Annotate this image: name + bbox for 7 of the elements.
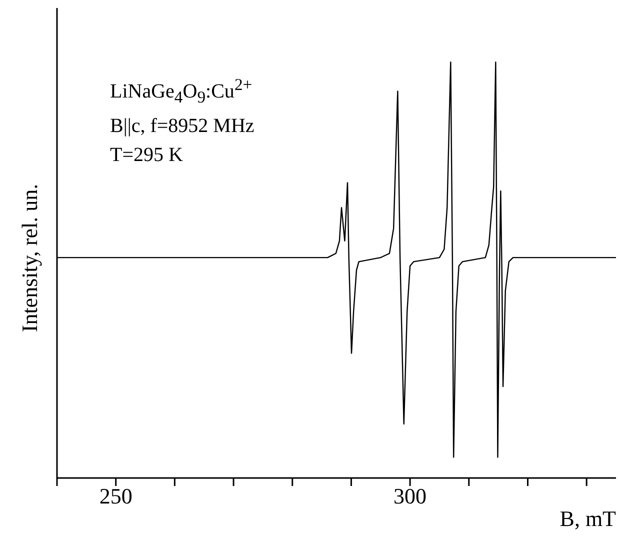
x-tick-label: 250 bbox=[99, 484, 132, 509]
annotation: T=295 K bbox=[110, 142, 184, 168]
annotation: B||c, f=8952 MHz bbox=[110, 114, 254, 139]
x-axis-title: B, mT bbox=[560, 506, 616, 532]
x-tick-label: 300 bbox=[394, 484, 427, 509]
y-axis-title: Intensity, rel. un. bbox=[17, 184, 43, 332]
annotation: LiNaGe$_{4}$O$_{9}$:Cu$^{2+}$ bbox=[110, 74, 254, 109]
